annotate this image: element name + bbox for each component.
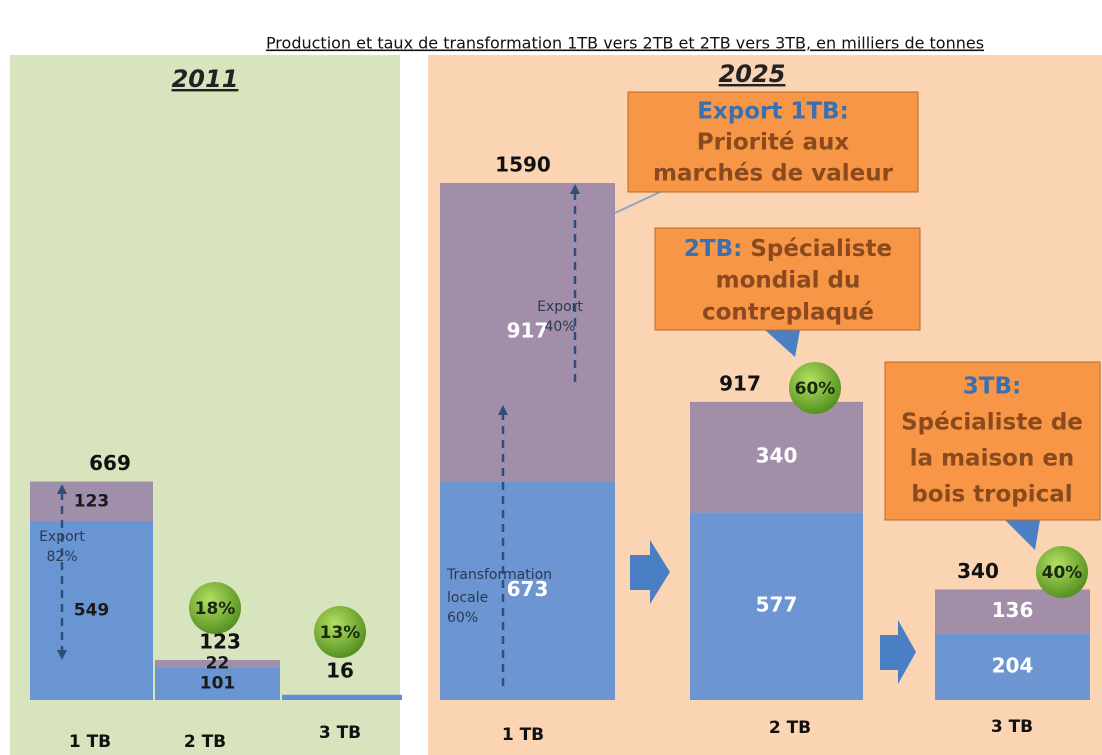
bar-segment [935, 633, 1090, 700]
annotation-text: Transformation [446, 567, 552, 583]
rate-label: 60% [795, 379, 836, 399]
category-label: 2 TB [769, 718, 811, 738]
category-label: 1 TB [502, 725, 544, 745]
rate-label: 13% [320, 623, 361, 643]
callout-text: marchés de valeur [653, 161, 894, 187]
segment-label: 123 [74, 491, 110, 511]
segment-label: 917 [507, 319, 549, 343]
flow-arrow [630, 540, 670, 604]
callout-text: Spécialiste [750, 236, 892, 262]
segment-label: 22 [206, 654, 230, 674]
bar-segment [155, 660, 280, 668]
segment-label: 136 [992, 598, 1034, 622]
callout-box [884, 361, 1101, 521]
callout-heading: 2TB: [684, 236, 742, 262]
total-label: 1590 [495, 153, 551, 177]
bar-segment [155, 667, 280, 700]
segment-label: 673 [507, 577, 549, 601]
callout-pointer [1005, 520, 1040, 550]
total-label: 669 [89, 451, 131, 475]
callout-heading: 3TB: [963, 374, 1021, 400]
bar [282, 694, 402, 700]
callout-heading: Export 1TB: [697, 99, 849, 125]
segment-label: 577 [756, 593, 798, 617]
total-label: 340 [957, 559, 999, 583]
total-label: 16 [326, 658, 354, 682]
callout-box [627, 91, 919, 193]
segment-label: 101 [200, 674, 236, 694]
bar-segment [30, 481, 153, 522]
total-label: 917 [719, 371, 761, 395]
panel-title: 2025 [719, 60, 786, 88]
bar-segment [30, 521, 153, 700]
category-label: 2 TB [184, 732, 226, 752]
rate-label: 40% [1042, 563, 1083, 583]
rate-bubble [1036, 546, 1088, 598]
annotation-text: Export [39, 529, 85, 545]
annotation-text: Export [537, 299, 583, 315]
arrow-heads [57, 184, 580, 660]
callout-text: mondial du [716, 268, 861, 294]
rate-bubble [314, 606, 366, 658]
segment-label: 204 [992, 653, 1034, 677]
callout-text: la maison en [910, 446, 1075, 472]
callout-text: bois tropical [911, 482, 1072, 508]
bar-segment [440, 183, 615, 482]
callout-text: Spécialiste de [901, 410, 1083, 436]
callout-line: 2TB: Spécialiste [684, 236, 892, 262]
annotation-value: 60% [447, 610, 478, 626]
category-label: 3 TB [319, 723, 361, 743]
page-title: Production et taux de transformation 1TB… [266, 34, 984, 53]
flow-arrow [880, 620, 916, 684]
dashed-arrows [60, 192, 577, 688]
rate-bubble [189, 582, 241, 634]
bars [30, 183, 1090, 700]
annotation-value: 40% [544, 319, 575, 335]
segment-label: 340 [756, 444, 798, 468]
segment-label: 549 [74, 601, 110, 621]
callout-pointer [614, 191, 661, 214]
bar-segment [690, 401, 863, 513]
bar-segment [440, 481, 615, 700]
callout-pointer [765, 330, 800, 357]
annotation-text: locale [447, 590, 488, 606]
annotation-value: 82% [46, 549, 77, 565]
rate-bubble [789, 362, 841, 414]
category-label: 3 TB [991, 717, 1033, 737]
rate-label: 18% [195, 599, 236, 619]
callout-text: Priorité aux [697, 130, 850, 156]
callout-text: contreplaqué [702, 300, 874, 326]
category-label: 1 TB [69, 732, 111, 752]
bar-segment [690, 512, 863, 700]
callout-box [654, 227, 921, 331]
panel-title: 2011 [172, 65, 239, 93]
